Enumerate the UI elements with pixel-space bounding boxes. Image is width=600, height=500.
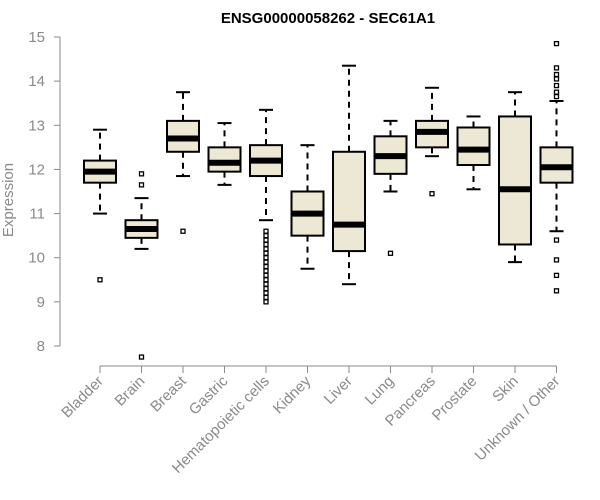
box-bladder xyxy=(83,128,117,283)
outlier-point xyxy=(263,285,269,292)
outlier-point xyxy=(263,241,269,248)
outlier-point xyxy=(553,272,560,279)
y-tick-label: 14 xyxy=(28,73,45,90)
outlier-point xyxy=(553,82,560,89)
outlier-point xyxy=(97,277,103,283)
box-hematopoietic-cells xyxy=(249,108,283,305)
outlier-point xyxy=(263,263,269,270)
outlier-point xyxy=(387,250,394,256)
outlier-point xyxy=(138,182,145,188)
box-skin xyxy=(498,91,532,264)
box-kidney xyxy=(290,144,325,270)
outlier-point xyxy=(263,228,269,234)
y-tick-label: 12 xyxy=(28,161,45,178)
x-tick-label: Bladder xyxy=(58,373,107,422)
outlier-point xyxy=(263,232,269,239)
y-tick-label: 8 xyxy=(37,338,45,355)
iqr-box xyxy=(498,115,532,246)
outlier-point xyxy=(263,272,269,279)
outlier-point xyxy=(138,354,145,360)
chart-title: ENSG00000058262 - SEC61A1 xyxy=(221,10,435,27)
y-tick-label: 9 xyxy=(37,294,45,311)
outlier-point xyxy=(429,191,435,197)
box-unknown-other xyxy=(539,40,574,294)
outlier-point xyxy=(553,257,560,263)
outlier-point xyxy=(553,71,560,78)
x-tick-label: Prostate xyxy=(429,373,481,425)
iqr-box xyxy=(456,126,491,167)
outlier-point xyxy=(263,237,269,243)
outlier-point xyxy=(263,250,269,256)
box-gastric xyxy=(207,122,242,186)
y-tick-label: 13 xyxy=(28,117,45,134)
box-breast xyxy=(166,91,200,234)
y-tick-label: 15 xyxy=(28,29,45,46)
outlier-point xyxy=(553,76,560,82)
box-lung xyxy=(373,119,408,256)
boxes-group xyxy=(83,40,574,360)
y-axis-label: Expression xyxy=(0,163,17,237)
outlier-point xyxy=(553,288,560,294)
outlier-point xyxy=(263,277,269,283)
outlier-point xyxy=(263,290,269,296)
x-tick-label: Skin xyxy=(489,373,522,406)
y-tick-label: 11 xyxy=(29,206,45,223)
outlier-point xyxy=(263,259,269,265)
outlier-point xyxy=(553,237,560,243)
x-tick-label: Liver xyxy=(321,373,356,408)
x-tick-label: Kidney xyxy=(270,372,315,417)
outlier-point xyxy=(263,281,269,287)
x-tick-label: Brain xyxy=(112,373,149,410)
outlier-point xyxy=(180,228,186,234)
outlier-point xyxy=(553,65,560,71)
iqr-box xyxy=(332,150,366,253)
iqr-box xyxy=(207,146,242,173)
y-axis: 8 9 10 11 12 13 14 15 xyxy=(28,29,61,355)
box-prostate xyxy=(456,115,491,191)
y-tick-label: 10 xyxy=(28,250,45,267)
outlier-point xyxy=(263,299,269,305)
box-liver xyxy=(332,64,366,286)
x-tick-label: Lung xyxy=(362,373,398,409)
box-pancreas xyxy=(415,86,449,197)
outlier-point xyxy=(553,89,560,95)
outlier-point xyxy=(138,171,145,177)
outlier-point xyxy=(263,246,269,252)
outlier-point xyxy=(263,294,269,301)
outlier-point xyxy=(553,40,560,47)
outlier-point xyxy=(263,268,269,274)
outlier-point xyxy=(553,93,560,100)
x-tick-label: Breast xyxy=(147,372,190,415)
box-brain xyxy=(124,171,159,360)
outlier-point xyxy=(263,255,269,261)
